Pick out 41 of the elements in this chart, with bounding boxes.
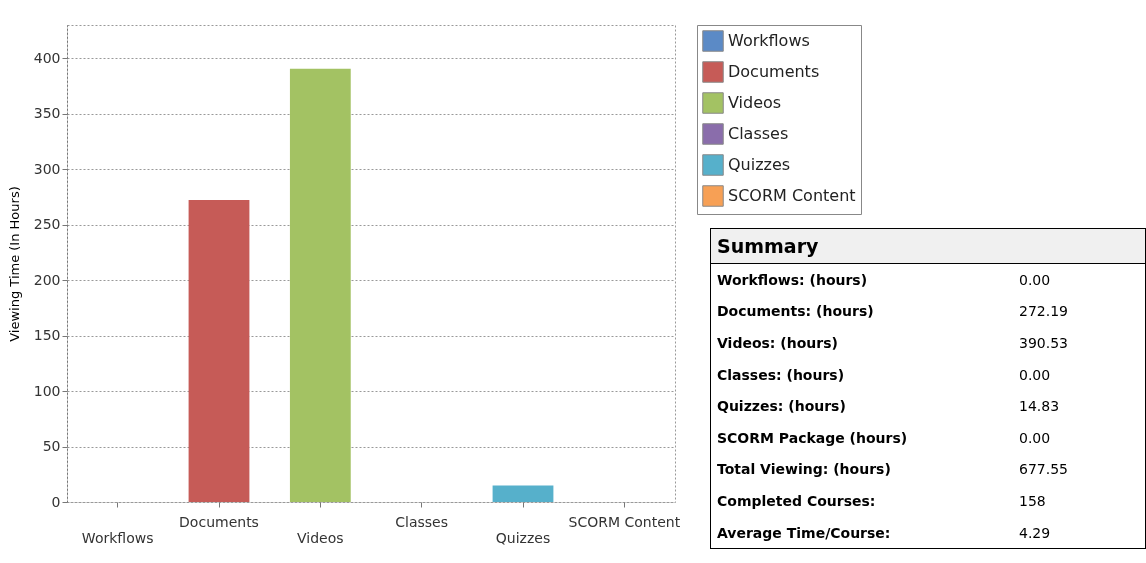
- text: Classes: (hours): [710, 358, 1013, 391]
- text: 272.19: [1013, 295, 1146, 328]
- y-tick-label: 350: [33, 105, 61, 122]
- text: Total Viewing: (hours): [710, 453, 1013, 486]
- y-tick-label: 50: [42, 438, 61, 455]
- legend-label: Workflows: [728, 31, 810, 50]
- text: 4.29: [1013, 516, 1146, 549]
- text: Quizzes: (hours): [710, 390, 1013, 422]
- y-tick-label: 100: [33, 382, 61, 399]
- x-tick-label: Documents: [179, 513, 259, 530]
- y-axis-title: Viewing Time (In Hours): [6, 186, 22, 342]
- text: 390.53: [1013, 327, 1146, 359]
- x-tick-label: Quizzes: [495, 529, 551, 546]
- legend-label: Quizzes: [728, 155, 791, 174]
- x-tick-label: SCORM Content: [568, 513, 681, 530]
- y-tick-label: 400: [33, 49, 61, 66]
- text: 14.83: [1013, 390, 1146, 422]
- text: Workflows: (hours): [710, 263, 1013, 296]
- x-tick-label: Videos: [297, 529, 344, 546]
- legend-label: Documents: [728, 62, 820, 81]
- text: Completed Courses:: [710, 485, 1013, 517]
- y-tick-label: 150: [33, 327, 61, 344]
- y-tick-label: 200: [33, 271, 61, 288]
- y-tick-label: 300: [33, 160, 61, 177]
- legend-label: Classes: [728, 124, 789, 143]
- text: 158: [1013, 485, 1146, 517]
- text: Videos: (hours): [710, 327, 1013, 359]
- text: Average Time/Course:: [710, 516, 1013, 549]
- x-tick-label: Workflows: [81, 529, 154, 546]
- y-tick-label: 250: [33, 216, 61, 233]
- legend-label: Videos: [728, 93, 782, 112]
- text: 0.00: [1013, 421, 1146, 454]
- y-tick-label: 0: [51, 493, 61, 510]
- text: Documents: (hours): [710, 295, 1013, 328]
- text: Summary: [710, 228, 1146, 264]
- text: SCORM Package (hours): [710, 421, 1013, 454]
- legend-label: SCORM Content: [728, 186, 856, 205]
- x-tick-label: Classes: [395, 513, 449, 530]
- text: 0.00: [1013, 358, 1146, 391]
- text: 677.55: [1013, 453, 1146, 486]
- text: 0.00: [1013, 263, 1146, 296]
